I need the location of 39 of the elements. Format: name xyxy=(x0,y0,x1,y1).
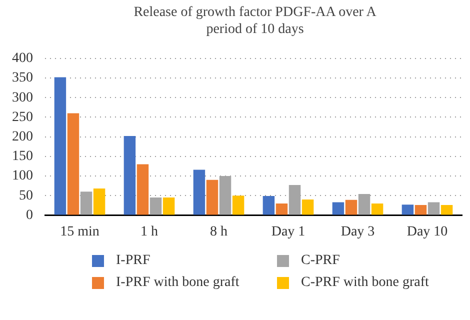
y-tick-label: 50 xyxy=(19,188,33,204)
x-tick-label: 1 h xyxy=(140,224,158,240)
bar xyxy=(302,200,314,215)
bar xyxy=(206,180,218,215)
bar xyxy=(262,196,275,215)
bar xyxy=(93,188,106,215)
y-tick-label: 0 xyxy=(26,208,33,223)
bar xyxy=(136,164,149,215)
legend-label: I-PRF xyxy=(116,253,150,269)
bar xyxy=(332,202,344,215)
y-tick-label: 100 xyxy=(12,168,33,184)
bar xyxy=(124,136,136,215)
y-tick-label: 250 xyxy=(12,110,33,125)
bar xyxy=(402,204,414,215)
x-tick-label: Day 10 xyxy=(406,224,448,240)
y-tick-label: 300 xyxy=(12,90,33,106)
bar xyxy=(232,196,244,215)
legend-label: C-PRF xyxy=(301,253,340,269)
bar xyxy=(414,205,427,215)
bar xyxy=(193,170,206,215)
y-tick-label: 350 xyxy=(12,70,33,86)
bar xyxy=(54,77,66,215)
x-tick-label: 15 min xyxy=(60,224,100,240)
y-tick-label: 400 xyxy=(12,51,33,66)
x-tick-label: Day 1 xyxy=(271,224,306,240)
legend-label: I-PRF with bone graft xyxy=(116,275,240,291)
bar xyxy=(345,200,358,215)
bar xyxy=(162,198,175,215)
chart-title: Release of growth factor PDGF-AA over A period of 10 days xyxy=(132,4,378,38)
y-tick-label: 200 xyxy=(12,129,33,144)
bar xyxy=(440,205,453,215)
bar xyxy=(67,113,80,215)
x-tick-label: 8 h xyxy=(210,224,228,240)
bar xyxy=(428,202,440,215)
bar xyxy=(371,203,384,215)
legend-label: C-PRF with bone graft xyxy=(301,275,429,291)
bar xyxy=(276,203,288,215)
x-tick-label: Day 3 xyxy=(340,224,375,240)
y-tick-label: 150 xyxy=(12,149,33,164)
